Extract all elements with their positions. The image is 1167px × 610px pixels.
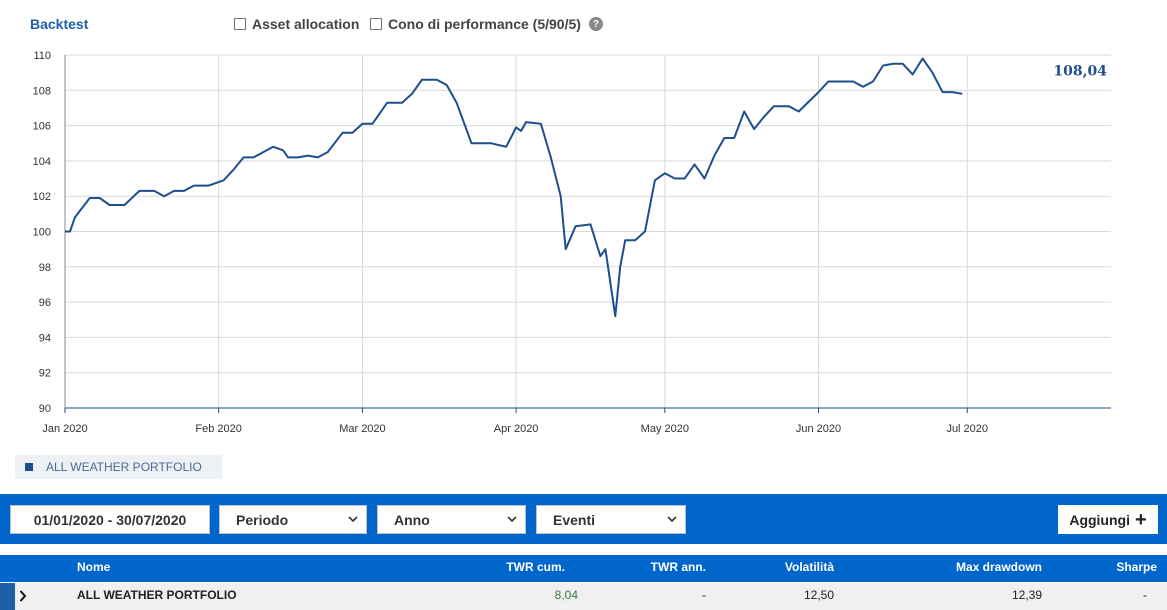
eventi-select[interactable]: Eventi [536,505,686,534]
y-tick-label: 108 [33,85,51,97]
add-button[interactable]: Aggiungi + [1058,505,1158,534]
series-line [65,57,963,318]
chevron-right-icon[interactable] [19,590,27,602]
chart-legend[interactable]: ALL WEATHER PORTFOLIO [15,455,222,479]
eventi-select-label: Eventi [553,511,596,528]
col-header-max-drawdown[interactable]: Max drawdown [955,560,1042,574]
x-tick-label: Jun 2020 [796,423,841,435]
checkbox-icon[interactable] [234,18,246,30]
periodo-select-label: Periodo [236,511,289,528]
x-tick-label: Jan 2020 [42,423,87,435]
add-button-label: Aggiungi [1069,511,1130,528]
chevron-down-icon [348,516,358,523]
row-volatilita: 12,50 [803,588,834,602]
y-tick-label: 90 [39,403,51,415]
checkbox-icon[interactable] [370,18,382,30]
y-tick-label: 106 [33,121,51,133]
backtest-line-chart: 90 92 94 96 98 100 102 104 106 108 110 Jan 2020 Feb … [33,50,1111,435]
backtest-title: Backtest [30,16,89,32]
plus-icon: + [1134,508,1147,531]
y-tick-label: 102 [33,191,51,203]
col-header-nome[interactable]: Nome [77,560,111,574]
x-tick-label: Jul 2020 [946,423,988,435]
question-circle-icon[interactable]: ? [588,17,603,31]
filter-toolbar: 01/01/2020 - 30/07/2020 Periodo Anno Eve… [0,494,1167,544]
periodo-select[interactable]: Periodo [219,505,367,534]
y-tick-label: 110 [33,50,51,62]
anno-select[interactable]: Anno [377,505,526,534]
x-tick-label: Mar 2020 [339,423,385,435]
row-sharpe: - [1143,588,1147,602]
date-range-input[interactable]: 01/01/2020 - 30/07/2020 [10,505,210,534]
row-twr-cum: 8,04 [554,588,578,602]
y-tick-label: 100 [33,227,51,239]
last-value-label: 108,04 [1053,64,1107,80]
y-tick-label: 98 [39,262,51,274]
row-nome: ALL WEATHER PORTFOLIO [77,588,237,602]
chevron-down-icon [667,516,677,523]
anno-select-label: Anno [394,511,430,528]
y-tick-label: 92 [39,368,51,380]
chevron-down-icon [507,516,517,523]
col-header-sharpe[interactable]: Sharpe [1116,560,1157,574]
legend-label: ALL WEATHER PORTFOLIO [46,460,202,474]
row-max-drawdown: 12,39 [1011,588,1042,602]
y-tick-label: 96 [39,297,51,309]
y-tick-label: 94 [39,332,51,344]
table-row[interactable]: ALL WEATHER PORTFOLIO 8,04 - 12,50 12,39… [0,583,1167,610]
asset-allocation-label: Asset allocation [252,16,360,32]
col-header-twr-cum[interactable]: TWR cum. [506,560,565,574]
x-tick-label: May 2020 [641,423,689,435]
col-header-volatilita[interactable]: Volatilità [784,560,834,574]
table-header: Nome TWR cum. TWR ann. Volatilità Max dr… [0,555,1167,582]
row-color-marker [0,583,15,610]
col-header-twr-ann[interactable]: TWR ann. [650,560,706,574]
performance-cone-checkbox[interactable]: Cono di performance (5/90/5) ? [370,16,603,32]
x-tick-label: Apr 2020 [494,423,539,435]
legend-swatch [25,463,33,471]
x-tick-label: Feb 2020 [195,423,241,435]
asset-allocation-checkbox[interactable]: Asset allocation [234,16,359,32]
row-twr-ann: - [702,588,706,602]
y-tick-label: 104 [33,156,51,168]
performance-cone-label: Cono di performance (5/90/5) [388,16,581,32]
